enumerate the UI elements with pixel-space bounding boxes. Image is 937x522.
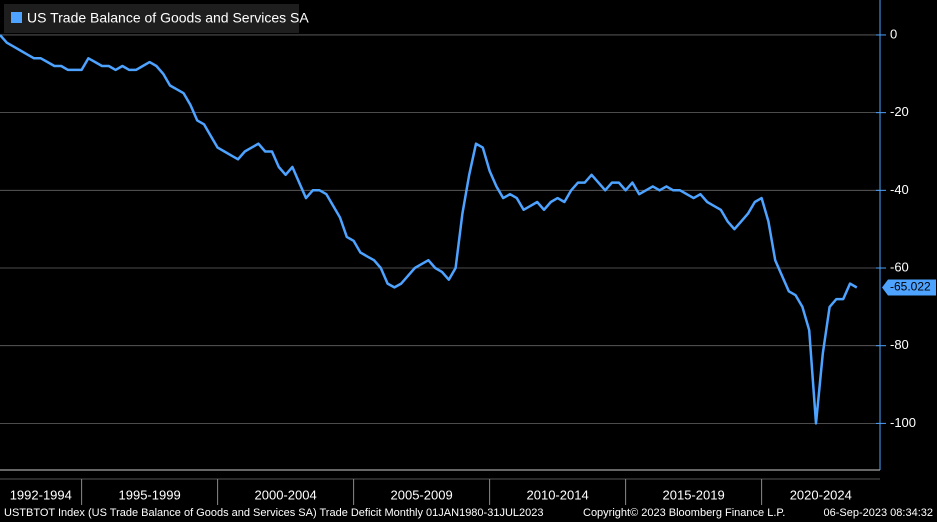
y-tick-label: -20 <box>890 104 909 119</box>
x-section-label: 2010-2014 <box>527 487 589 502</box>
x-section-label: 1992-1994 <box>10 487 72 502</box>
legend-swatch <box>11 12 22 23</box>
y-tick-label: 0 <box>890 26 897 41</box>
x-section-label: 2020-2024 <box>790 487 852 502</box>
y-tick-label: -40 <box>890 182 909 197</box>
last-value-tag <box>882 279 936 296</box>
last-value-label: -65.022 <box>890 280 931 294</box>
x-section-label: 1995-1999 <box>119 487 181 502</box>
x-section-label: 2015-2019 <box>663 487 725 502</box>
legend-label: US Trade Balance of Goods and Services S… <box>27 10 309 26</box>
x-section-label: 2005-2009 <box>391 487 453 502</box>
y-tick-label: -80 <box>890 337 909 352</box>
footer-timestamp: 06-Sep-2023 08:34:32 <box>824 507 933 519</box>
footer-description: USTBTOT Index (US Trade Balance of Goods… <box>4 507 543 519</box>
y-tick-label: -60 <box>890 259 909 274</box>
y-tick-label: -100 <box>890 415 916 430</box>
data-line <box>0 34 858 425</box>
footer-copyright: Copyright© 2023 Bloomberg Finance L.P. <box>583 507 785 519</box>
legend-box <box>4 4 299 33</box>
x-section-label: 2000-2004 <box>255 487 317 502</box>
